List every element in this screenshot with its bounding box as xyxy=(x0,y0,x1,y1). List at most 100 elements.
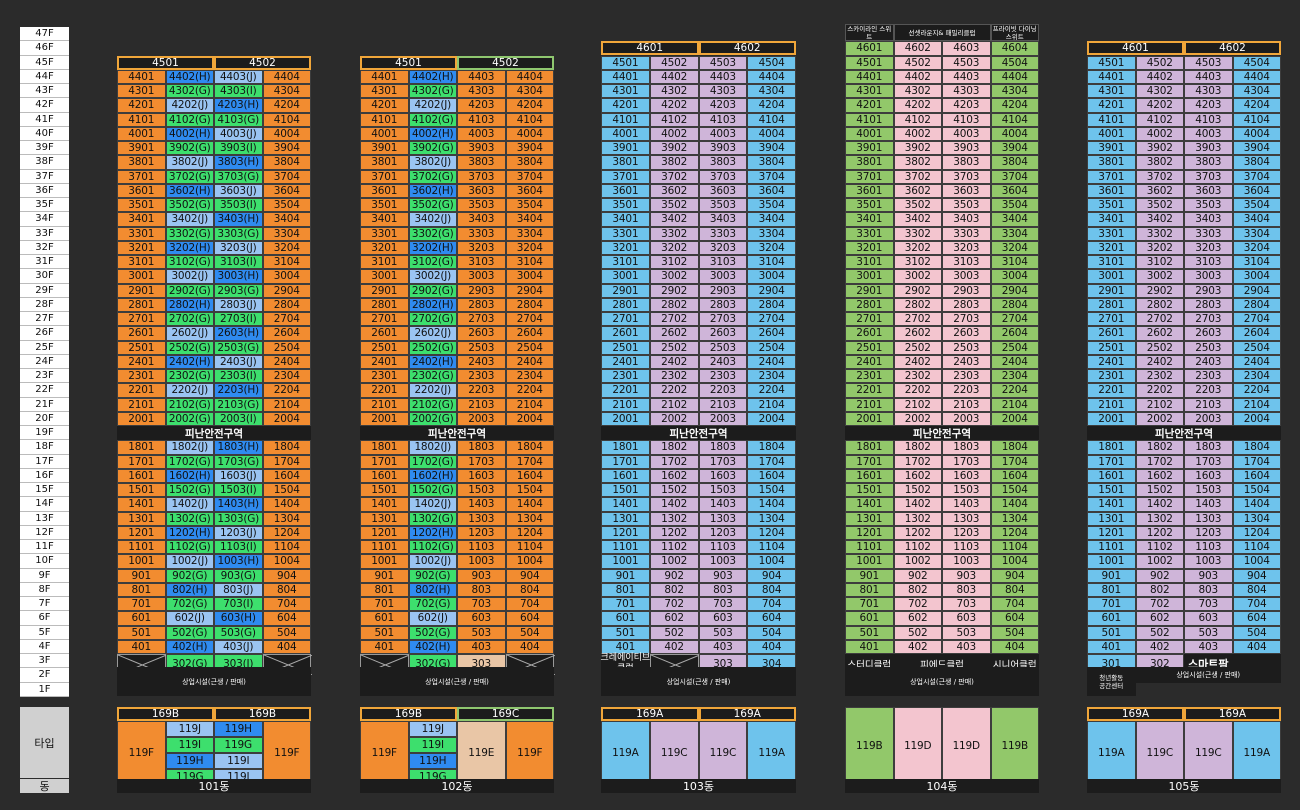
b104-unit-13-4: 1304 xyxy=(990,511,1039,526)
b102-unit-27-1: 2701 xyxy=(360,312,409,327)
b104-unit-22-4: 2204 xyxy=(990,383,1039,398)
b101-unit-43-4: 4304 xyxy=(262,84,311,99)
b103-unit-41-3: 4103 xyxy=(698,112,748,127)
b105-unit-11-3: 1103 xyxy=(1184,540,1233,555)
b105-unit-9-3: 903 xyxy=(1184,568,1233,583)
b103-unit-42-1: 4201 xyxy=(601,98,650,113)
b101-unit-6-4: 604 xyxy=(262,611,311,626)
b103-unit-10-4: 1004 xyxy=(747,554,796,569)
b101-unit-38-1: 3801 xyxy=(117,155,166,170)
b103-unit-34-1: 3401 xyxy=(601,212,650,227)
b101-unit-41-3: 4103(G) xyxy=(214,112,263,127)
b105-unit-21-2: 2102 xyxy=(1135,397,1184,412)
b101-unit-6-2: 602(J) xyxy=(165,611,214,626)
b103-unit-13-1: 1301 xyxy=(601,511,650,526)
b102-unit-36-1: 3601 xyxy=(360,183,409,198)
b101-unit-30-4: 3004 xyxy=(262,269,311,284)
b101-type-b-3: 119H xyxy=(165,753,214,769)
b105-unit-7-3: 703 xyxy=(1184,597,1233,612)
b105-unit-31-3: 3103 xyxy=(1184,255,1233,270)
b103-unit-40-2: 4002 xyxy=(649,126,699,141)
b105-unit-35-1: 3501 xyxy=(1087,198,1136,213)
b105-unit-20-1: 2001 xyxy=(1087,411,1136,426)
floor-label: 11F xyxy=(20,540,69,555)
b105-unit-25-2: 2502 xyxy=(1135,340,1184,355)
b104-unit-40-1: 4001 xyxy=(845,126,894,141)
floor-label: 31F xyxy=(20,255,69,270)
b103-unit-45-2: 4502 xyxy=(649,55,699,70)
b102-unit-35-2: 3502(G) xyxy=(408,198,457,213)
b103-unit-11-3: 1103 xyxy=(698,540,748,555)
b104-unit-15-4: 1504 xyxy=(990,483,1039,498)
b101-unit-12-1: 1201 xyxy=(117,525,166,540)
b101-unit-32-4: 3204 xyxy=(262,240,311,255)
b104-unit-36-4: 3604 xyxy=(990,183,1039,198)
b102-unit-8-4: 804 xyxy=(505,582,554,597)
b102-unit-34-1: 3401 xyxy=(360,212,409,227)
b103-unit-9-2: 902 xyxy=(649,568,699,583)
b101-unit-40-3: 4003(J) xyxy=(214,126,263,141)
b101-unit-27-3: 2703(I) xyxy=(214,312,263,327)
b105-unit-14-2: 1402 xyxy=(1135,497,1184,512)
b102-unit-12-4: 1204 xyxy=(505,525,554,540)
b101-unit-31-3: 3103(I) xyxy=(214,255,263,270)
b105-unit-30-1: 3001 xyxy=(1087,269,1136,284)
b102-unit-14-4: 1404 xyxy=(505,497,554,512)
b103-unit-27-3: 2703 xyxy=(698,312,748,327)
b105-unit-6-2: 602 xyxy=(1135,611,1184,626)
b105-unit-38-1: 3801 xyxy=(1087,155,1136,170)
b105-unit-38-2: 3802 xyxy=(1135,155,1184,170)
b104-unit-45-2: 4502 xyxy=(893,55,942,70)
b103-unit-6-3: 603 xyxy=(698,611,748,626)
b101-unit-5-3: 503(G) xyxy=(214,625,263,640)
b102-type-c: 119E xyxy=(457,721,506,785)
b104-unit-4-3: 403 xyxy=(942,639,991,654)
b105-unit-27-2: 2702 xyxy=(1135,312,1184,327)
b102-unit-31-3: 3103 xyxy=(457,255,506,270)
b103-unit-29-4: 2904 xyxy=(747,283,796,298)
b102-unit-34-3: 3403 xyxy=(457,212,506,227)
b103-unit-32-2: 3202 xyxy=(649,240,699,255)
b102-unit-29-4: 2904 xyxy=(505,283,554,298)
floor-label: 21F xyxy=(20,397,69,412)
b105-unit-10-4: 1004 xyxy=(1232,554,1281,569)
b102-unit-39-4: 3904 xyxy=(505,141,554,156)
b104-unit-42-2: 4202 xyxy=(893,98,942,113)
b102-unit-43-2: 4302(G) xyxy=(408,84,457,99)
b105-unit-7-1: 701 xyxy=(1087,597,1136,612)
b104-unit-26-3: 2603 xyxy=(942,326,991,341)
b103-type-1: 119A xyxy=(601,721,650,785)
b103-unit-31-1: 3101 xyxy=(601,255,650,270)
b103-unit-20-1: 2001 xyxy=(601,411,650,426)
b105-unit-32-1: 3201 xyxy=(1087,240,1136,255)
b103-unit-7-3: 703 xyxy=(698,597,748,612)
b105-unit-6-1: 601 xyxy=(1087,611,1136,626)
b104-unit-24-4: 2404 xyxy=(990,354,1039,369)
floor-label: 29F xyxy=(20,283,69,298)
b103-unit-45-1: 4501 xyxy=(601,55,650,70)
b105-dong-label: 105동 xyxy=(1087,779,1281,793)
b103-unit-42-2: 4202 xyxy=(649,98,699,113)
b102-unit-22-1: 2201 xyxy=(360,383,409,398)
b103-unit-33-3: 3303 xyxy=(698,226,748,241)
b104-unit-7-4: 704 xyxy=(990,597,1039,612)
b104-unit-21-2: 2102 xyxy=(893,397,942,412)
b105-unit-22-1: 2201 xyxy=(1087,383,1136,398)
b102-unit-7-3: 703 xyxy=(457,597,506,612)
b103-unit-35-3: 3503 xyxy=(698,198,748,213)
b102-unit-15-3: 1503 xyxy=(457,483,506,498)
b105-unit-27-3: 2703 xyxy=(1184,312,1233,327)
b105-unit-44-3: 4403 xyxy=(1184,69,1233,84)
b101-unit-27-1: 2701 xyxy=(117,312,166,327)
b101-unit-28-4: 2804 xyxy=(262,297,311,312)
b102-unit-42-4: 4204 xyxy=(505,98,554,113)
b104-unit-40-4: 4004 xyxy=(990,126,1039,141)
b102-unit-12-1: 1201 xyxy=(360,525,409,540)
b105-unit-35-3: 3503 xyxy=(1184,198,1233,213)
b104-unit-43-1: 4301 xyxy=(845,84,894,99)
b104-unit-44-2: 4402 xyxy=(893,69,942,84)
b103-unit-15-4: 1504 xyxy=(747,483,796,498)
b102-unit-32-1: 3201 xyxy=(360,240,409,255)
b103-unit-14-3: 1403 xyxy=(698,497,748,512)
b105-unit-26-1: 2601 xyxy=(1087,326,1136,341)
